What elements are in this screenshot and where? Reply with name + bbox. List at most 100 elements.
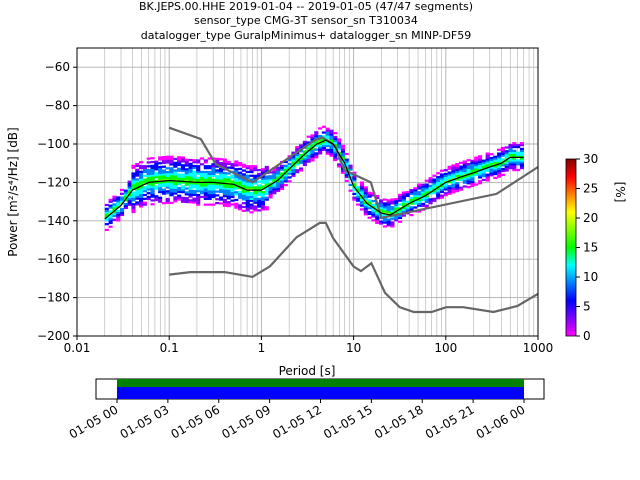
heatmap-cell	[146, 197, 151, 201]
heatmap-cell	[291, 172, 296, 175]
heatmap-cell	[203, 167, 208, 170]
heatmap-cell	[215, 177, 220, 180]
heatmap-cell	[184, 197, 189, 200]
heatmap-cell	[127, 180, 132, 183]
heatmap-cell	[318, 140, 323, 143]
heatmap-cell	[306, 154, 311, 158]
heatmap-cell	[318, 148, 323, 151]
heatmap-cell	[497, 152, 502, 155]
heatmap-cell	[139, 203, 144, 206]
heatmap-cell	[249, 199, 254, 202]
heatmap-cell	[146, 169, 151, 172]
heatmap-cell	[325, 148, 330, 151]
heatmap-cell	[519, 142, 525, 145]
heatmap-cell	[291, 151, 296, 154]
heatmap-cell	[455, 186, 460, 189]
heatmap-cell	[451, 168, 456, 171]
heatmap-cell	[474, 158, 479, 161]
heatmap-cell	[158, 175, 163, 178]
heatmap-cell	[424, 185, 429, 188]
heatmap-cell	[203, 161, 208, 164]
heatmap-cell	[192, 178, 197, 181]
heatmap-cell	[180, 200, 186, 203]
heatmap-cell	[146, 195, 151, 199]
heatmap-cell	[260, 181, 266, 184]
heatmap-cell	[184, 187, 189, 190]
heatmap-cell	[329, 152, 334, 155]
heatmap-cell	[139, 176, 144, 179]
heatmap-cell	[207, 180, 212, 183]
heatmap-cell	[104, 203, 109, 207]
heatmap-cell	[158, 177, 163, 180]
heatmap-cell	[375, 208, 380, 211]
heatmap-cell	[203, 192, 208, 195]
heatmap-cell	[382, 225, 387, 228]
heatmap-cell	[211, 168, 216, 172]
heatmap-cell	[481, 173, 486, 176]
heatmap-cell	[116, 217, 121, 220]
heatmap-cell	[497, 162, 502, 165]
heatmap-cell	[466, 164, 471, 168]
heatmap-cell	[295, 157, 300, 160]
heatmap-cell	[234, 177, 239, 180]
heatmap-cell	[245, 199, 250, 202]
heatmap-cell	[413, 194, 418, 198]
heatmap-cell	[371, 207, 376, 210]
heatmap-cell	[123, 199, 128, 202]
heatmap-cell	[215, 201, 220, 205]
heatmap-cell	[241, 192, 246, 195]
heatmap-cell	[253, 193, 258, 197]
x-axis-ticks: 0.01 0.1 1 10 100 1000	[64, 336, 553, 355]
heatmap-cell	[211, 170, 216, 174]
heatmap-cell	[203, 176, 208, 179]
heatmap-cell	[154, 160, 159, 163]
heatmap-cell	[451, 173, 456, 177]
heatmap-cell	[131, 182, 136, 185]
heatmap-cell	[432, 174, 437, 177]
heatmap-cell	[516, 159, 521, 162]
heatmap-cell	[219, 198, 224, 201]
heatmap-cell	[135, 168, 140, 171]
heatmap-cell	[318, 142, 323, 145]
heatmap-cell	[146, 192, 151, 195]
heatmap-cell	[436, 193, 441, 196]
heatmap-cell	[203, 195, 208, 199]
heatmap-cell	[241, 184, 246, 188]
heatmap-cell	[398, 193, 403, 196]
heatmap-cell	[158, 158, 163, 161]
heatmap-cell	[165, 155, 170, 158]
heatmap-cell	[378, 207, 384, 210]
heatmap-cell	[455, 168, 460, 172]
heatmap-cell	[352, 188, 357, 192]
heatmap-cell	[443, 174, 448, 178]
heatmap-cell	[188, 162, 193, 165]
heatmap-cell	[299, 161, 304, 164]
heatmap-cell	[478, 164, 483, 168]
heatmap-cell	[177, 175, 182, 178]
heatmap-cell	[413, 196, 418, 200]
heatmap-cell	[249, 178, 254, 181]
heatmap-cell	[386, 208, 391, 212]
y-tick-label: −120	[37, 175, 70, 189]
heatmap-cell	[398, 216, 403, 220]
heatmap-cell	[470, 169, 475, 172]
heatmap-cell	[219, 162, 224, 165]
heatmap-cell	[329, 139, 334, 142]
heatmap-cell	[249, 170, 254, 174]
heatmap-cell	[238, 162, 243, 165]
heatmap-cell	[276, 170, 281, 173]
heatmap-cell	[146, 176, 151, 179]
heatmap-cell	[478, 176, 483, 179]
heatmap-cell	[226, 195, 231, 198]
heatmap-cell	[470, 177, 475, 180]
heatmap-cell	[207, 165, 212, 168]
heatmap-cell	[222, 198, 227, 202]
heatmap-cell	[485, 173, 490, 176]
heatmap-cell	[215, 157, 220, 161]
heatmap-cell	[131, 183, 136, 187]
heatmap-cell	[131, 210, 136, 214]
heatmap-cell	[340, 144, 346, 147]
heatmap-cell	[516, 168, 521, 172]
heatmap-cell	[196, 188, 201, 191]
heatmap-cell	[127, 203, 132, 206]
